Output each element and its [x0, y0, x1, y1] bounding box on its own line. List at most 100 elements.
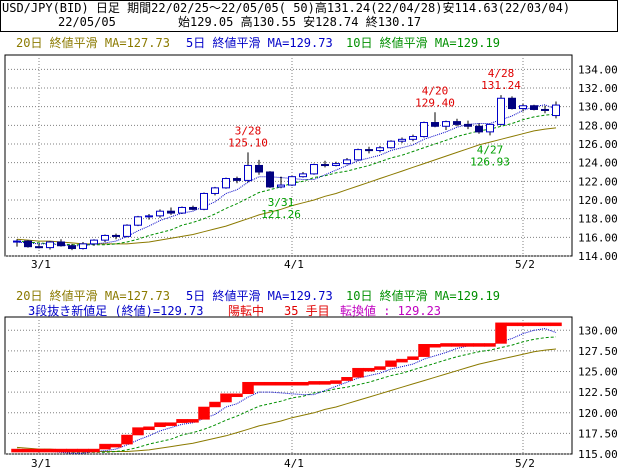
- upper-x-tick-label: 4/1: [284, 258, 304, 271]
- three-line-break-brick: [88, 448, 100, 453]
- three-line-break-brick: [33, 448, 45, 453]
- candle-up: [332, 163, 340, 166]
- three-line-break-brick: [165, 422, 177, 426]
- lower-y-tick-label: 117.50: [578, 427, 618, 440]
- three-line-break-brick: [264, 381, 276, 386]
- upper-y-tick-label: 124.00: [578, 157, 618, 170]
- lower-y-tick-label: 130.00: [578, 324, 618, 337]
- candle-up: [343, 159, 351, 165]
- three-line-break-brick: [341, 377, 353, 381]
- annotation-low-value: 121.26: [261, 208, 301, 221]
- upper-y-tick-label: 126.00: [578, 138, 618, 151]
- three-line-break-brick: [308, 381, 320, 385]
- candle-up: [46, 241, 54, 249]
- three-line-break-brick: [176, 419, 188, 423]
- lower-x-tick-label: 5/2: [515, 457, 535, 470]
- candle-up: [354, 149, 362, 161]
- candle-up: [519, 105, 527, 110]
- three-line-break-brick: [363, 367, 375, 372]
- three-line-break-brick: [154, 422, 166, 428]
- three-line-break-brick: [22, 448, 34, 453]
- candle-down: [365, 149, 373, 152]
- lower-y-tick-label: 127.50: [578, 345, 618, 358]
- annotation-high-date: 3/28: [235, 124, 262, 137]
- candle-up: [552, 104, 560, 117]
- lower-y-tick-label: 115.00: [578, 448, 618, 461]
- annotation-high-value: 125.10: [228, 136, 268, 149]
- candle-down: [530, 105, 538, 110]
- candle-up: [211, 187, 219, 194]
- candle-up: [398, 138, 406, 142]
- upper-y-tick-label: 120.00: [578, 194, 618, 207]
- legend-ma5: 5日 終値平滑 MA=129.73: [186, 36, 333, 50]
- annotation-low-date: 3/31: [268, 196, 295, 209]
- candle-down: [35, 246, 43, 249]
- candle-down: [233, 178, 241, 181]
- candle-up: [222, 178, 230, 189]
- candle-up: [79, 243, 87, 250]
- upper-y-tick-label: 118.00: [578, 213, 618, 226]
- candle-down: [112, 234, 120, 237]
- three-line-break-brick: [550, 322, 562, 327]
- three-line-break-label: 3段抜き新値足 (終値)=129.73: [28, 304, 204, 318]
- candle-up: [244, 164, 252, 181]
- three-line-break-brick: [484, 343, 496, 347]
- lower-y-tick-label: 122.50: [578, 386, 618, 399]
- three-line-break-brick: [77, 448, 89, 453]
- candle-down: [321, 164, 329, 167]
- candle-down: [24, 240, 32, 248]
- header-box: [0, 0, 618, 32]
- candle-up: [288, 176, 296, 186]
- upper-plot-frame: [4, 54, 573, 257]
- upper-y-tick-label: 128.00: [578, 119, 618, 132]
- three-line-break-brick: [451, 343, 463, 347]
- annotation-high-date: 4/28: [488, 67, 515, 80]
- reversal-text: 転換値 : 129.23: [340, 304, 442, 318]
- three-line-break-brick: [407, 356, 419, 360]
- three-line-break-brick: [143, 426, 155, 431]
- three-line-break-brick: [99, 443, 111, 450]
- legend-ma5-lower: 5日 終値平滑 MA=129.73: [186, 289, 333, 303]
- candle-up: [299, 173, 307, 178]
- candle-up: [442, 121, 450, 127]
- candle-down: [189, 206, 197, 210]
- header-title: USD/JPY(BID) 日足 期間22/02/25～22/05/05( 50)…: [2, 1, 571, 15]
- candle-up: [90, 239, 98, 245]
- three-line-break-brick: [209, 401, 221, 408]
- three-line-break-brick: [462, 343, 474, 347]
- candle-up: [101, 234, 109, 241]
- annotation-high-value: 129.40: [415, 96, 455, 109]
- candle-up: [134, 216, 142, 226]
- annotation-high-value: 131.24: [481, 79, 521, 92]
- annotation-low-value: 126.93: [470, 155, 510, 168]
- legend-ma10: 10日 終値平滑 MA=129.19: [346, 36, 500, 50]
- candle-down: [475, 125, 483, 133]
- lower-x-tick-label: 4/1: [284, 457, 304, 470]
- three-line-break-brick: [110, 443, 122, 448]
- three-line-break-brick: [187, 419, 199, 423]
- three-line-break-brick: [429, 344, 441, 348]
- three-line-break-brick: [528, 322, 540, 327]
- three-line-break-brick: [198, 406, 210, 420]
- three-line-break-brick: [297, 381, 309, 386]
- legend-ma20-lower: 20日 終値平滑 MA=127.73: [16, 289, 170, 303]
- three-line-break-brick: [66, 448, 78, 453]
- candle-up: [156, 210, 164, 217]
- lower-ma5-line: [16, 328, 557, 454]
- ma10-line: [16, 113, 557, 246]
- candle-up: [310, 164, 318, 175]
- lower-plot-frame: [4, 316, 573, 455]
- candle-up: [376, 147, 384, 152]
- three-line-break-brick: [275, 381, 287, 386]
- candle-down: [508, 97, 516, 110]
- upper-x-tick-label: 3/1: [31, 258, 51, 271]
- candle-up: [145, 215, 153, 218]
- three-line-break-brick: [517, 322, 529, 327]
- candle-up: [497, 97, 505, 125]
- candle-up: [200, 192, 208, 210]
- candle-down: [68, 245, 76, 250]
- candle-up: [420, 122, 428, 138]
- three-line-break-brick: [286, 381, 298, 386]
- upper-y-tick-label: 116.00: [578, 231, 618, 244]
